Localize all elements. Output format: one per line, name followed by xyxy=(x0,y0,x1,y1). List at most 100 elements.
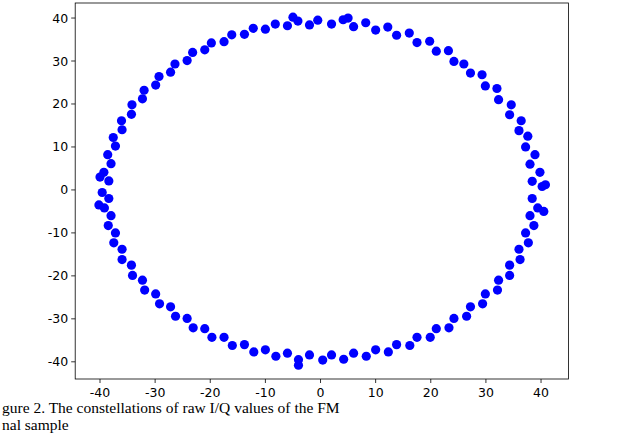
x-tick-label: -10 xyxy=(255,385,275,400)
point xyxy=(117,255,126,264)
point xyxy=(228,341,237,350)
point xyxy=(240,30,249,39)
x-tick-label: 20 xyxy=(423,385,439,400)
point xyxy=(481,81,490,90)
y-tick-label: -10 xyxy=(48,225,68,240)
point xyxy=(466,68,475,77)
y-tick xyxy=(71,232,75,233)
point xyxy=(188,48,197,57)
point xyxy=(138,276,147,285)
point xyxy=(166,302,175,311)
point xyxy=(466,302,475,311)
point xyxy=(94,200,103,209)
point xyxy=(313,16,322,25)
plot-frame xyxy=(75,3,568,379)
point xyxy=(392,31,401,40)
point xyxy=(327,350,336,359)
point xyxy=(249,347,258,356)
x-tick-label: -20 xyxy=(200,385,220,400)
chart: -40-30-20-10010203040-40-30-20-100102030… xyxy=(0,0,640,435)
point xyxy=(478,299,487,308)
point xyxy=(361,18,370,27)
point xyxy=(104,176,113,185)
point xyxy=(494,276,503,285)
point xyxy=(140,285,149,294)
points xyxy=(94,13,550,370)
y-tick-label: -40 xyxy=(48,354,68,369)
point xyxy=(432,47,441,56)
point xyxy=(104,194,113,203)
point xyxy=(477,70,486,79)
point xyxy=(166,68,175,77)
y-tick-label: -20 xyxy=(48,268,68,283)
point xyxy=(349,349,358,358)
y-tick xyxy=(71,189,75,190)
point xyxy=(127,261,136,270)
point xyxy=(425,37,434,46)
point xyxy=(170,59,179,68)
point xyxy=(505,261,514,270)
point xyxy=(200,45,209,54)
point xyxy=(514,126,523,135)
point xyxy=(405,341,414,350)
point xyxy=(104,221,113,230)
caption-line: gure 2. The constellations of raw I/Q va… xyxy=(2,399,340,416)
point xyxy=(261,25,270,34)
x-tick-label: 10 xyxy=(368,385,384,400)
point xyxy=(405,28,414,37)
point xyxy=(529,221,538,230)
x-tick xyxy=(485,379,486,383)
point xyxy=(127,100,136,109)
x-tick-label: 40 xyxy=(533,385,549,400)
point xyxy=(111,228,120,237)
y-axis: -40-30-20-10010203040 xyxy=(48,11,75,370)
point xyxy=(494,95,503,104)
y-tick xyxy=(71,18,75,19)
point xyxy=(227,30,236,39)
point xyxy=(109,238,118,247)
point xyxy=(271,19,280,28)
point xyxy=(128,271,137,280)
y-tick xyxy=(71,103,75,104)
point xyxy=(140,86,149,95)
point xyxy=(207,333,216,342)
point xyxy=(95,172,104,181)
y-tick-label: 0 xyxy=(60,182,68,197)
point xyxy=(459,59,468,68)
point xyxy=(283,21,292,30)
x-tick-label: 30 xyxy=(478,385,494,400)
y-tick-label: 40 xyxy=(52,11,68,26)
point xyxy=(530,150,539,159)
point xyxy=(117,125,126,134)
y-tick xyxy=(71,61,75,62)
y-tick xyxy=(71,275,75,276)
point xyxy=(528,194,537,203)
point xyxy=(505,110,514,119)
point xyxy=(383,22,392,31)
point xyxy=(249,24,258,33)
point xyxy=(349,22,358,31)
point xyxy=(339,355,348,364)
point xyxy=(151,80,160,89)
point xyxy=(106,211,115,220)
point xyxy=(535,168,544,177)
point xyxy=(449,314,458,323)
point xyxy=(261,345,270,354)
y-tick-label: 30 xyxy=(52,54,68,69)
point xyxy=(283,349,292,358)
x-tick xyxy=(100,379,101,383)
x-tick-label: -40 xyxy=(90,385,110,400)
x-tick xyxy=(210,379,211,383)
point xyxy=(294,361,303,370)
point xyxy=(138,94,147,103)
point xyxy=(507,100,516,109)
point xyxy=(528,177,537,186)
point xyxy=(127,110,136,119)
point xyxy=(151,289,160,298)
point xyxy=(426,333,435,342)
point xyxy=(106,159,115,168)
point xyxy=(200,324,209,333)
point xyxy=(515,255,524,264)
point xyxy=(343,13,352,22)
point xyxy=(371,345,380,354)
